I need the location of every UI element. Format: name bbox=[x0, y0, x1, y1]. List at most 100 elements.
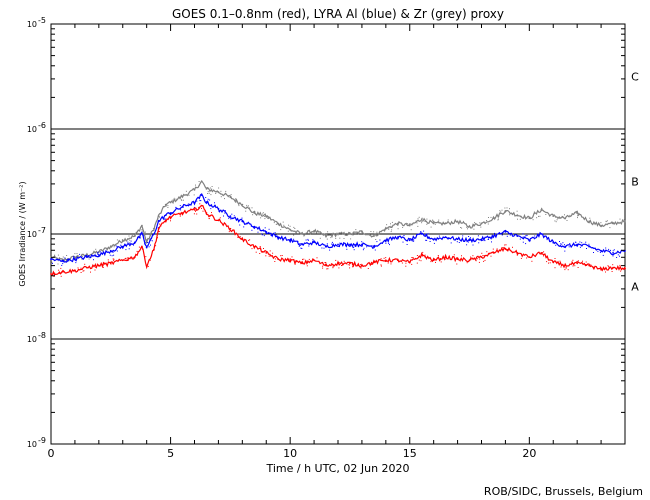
series-point bbox=[539, 215, 541, 217]
data-point bbox=[516, 235, 519, 238]
data-point bbox=[349, 243, 351, 246]
data-point bbox=[564, 264, 567, 267]
series-point bbox=[432, 220, 434, 222]
series-point bbox=[492, 237, 494, 239]
series-point bbox=[268, 228, 270, 230]
series-point bbox=[371, 264, 373, 265]
series-point bbox=[316, 257, 318, 259]
data-point bbox=[600, 224, 602, 227]
series-point bbox=[208, 218, 210, 220]
series-point bbox=[437, 255, 439, 256]
series-point bbox=[355, 229, 357, 231]
series-point bbox=[236, 201, 238, 203]
series-point bbox=[512, 212, 514, 214]
data-point bbox=[152, 233, 155, 235]
series-point bbox=[144, 240, 146, 242]
data-point bbox=[121, 259, 124, 262]
series-point bbox=[196, 200, 198, 202]
series-point bbox=[582, 260, 583, 262]
series-point bbox=[469, 239, 471, 241]
series-point bbox=[407, 223, 409, 225]
series-point bbox=[211, 204, 213, 206]
data-point bbox=[289, 228, 292, 231]
series-point bbox=[188, 194, 190, 196]
series-point bbox=[560, 266, 562, 268]
series-point bbox=[269, 250, 271, 252]
series-point bbox=[325, 262, 327, 264]
series-point bbox=[564, 250, 566, 252]
series-point bbox=[541, 208, 543, 210]
series-point bbox=[561, 243, 563, 245]
series-point bbox=[79, 253, 81, 255]
series-point bbox=[529, 240, 531, 242]
series-point bbox=[293, 234, 295, 236]
series-point bbox=[388, 240, 389, 242]
data-point bbox=[492, 235, 495, 238]
series-point bbox=[370, 231, 372, 232]
series-point bbox=[290, 230, 292, 232]
series-point bbox=[554, 261, 556, 263]
series-point bbox=[263, 251, 265, 253]
data-point bbox=[504, 231, 507, 233]
series-point bbox=[275, 224, 277, 225]
series-point bbox=[488, 253, 490, 254]
series-point bbox=[246, 204, 248, 206]
series-point bbox=[199, 203, 201, 205]
series-point bbox=[391, 221, 393, 223]
data-point bbox=[193, 208, 196, 211]
series-point bbox=[383, 257, 385, 259]
series-point bbox=[499, 212, 501, 214]
series-point bbox=[355, 243, 357, 245]
series-point bbox=[512, 246, 513, 248]
series-point bbox=[175, 198, 177, 200]
series-point bbox=[280, 255, 282, 257]
series-point bbox=[388, 227, 390, 229]
data-point bbox=[205, 187, 208, 190]
series-point bbox=[424, 221, 426, 222]
series-point bbox=[305, 239, 307, 241]
series-point bbox=[617, 254, 619, 256]
y-tick-exponent: -5 bbox=[38, 16, 46, 25]
series-point bbox=[133, 244, 134, 246]
series-point bbox=[568, 246, 570, 248]
series-point bbox=[577, 260, 579, 262]
series-point bbox=[228, 231, 230, 233]
series-point bbox=[437, 222, 439, 224]
series-point bbox=[423, 230, 425, 232]
series-point bbox=[242, 221, 244, 223]
series-point bbox=[124, 245, 126, 246]
series-point bbox=[602, 267, 604, 269]
data-point bbox=[121, 245, 124, 248]
series-point bbox=[231, 213, 233, 215]
series-point bbox=[137, 237, 139, 239]
series-point bbox=[68, 260, 70, 262]
series-point bbox=[330, 237, 332, 239]
series-point bbox=[599, 223, 601, 225]
series-point bbox=[427, 222, 429, 224]
series-point bbox=[406, 244, 408, 245]
series-point bbox=[423, 235, 425, 237]
series-point bbox=[605, 271, 606, 273]
series-point bbox=[581, 242, 583, 244]
series-point bbox=[207, 198, 209, 200]
series-point bbox=[102, 267, 104, 268]
x-tick-label: 10 bbox=[283, 447, 297, 460]
series-point bbox=[411, 257, 413, 258]
series-point bbox=[339, 246, 340, 248]
series-point bbox=[610, 249, 611, 251]
series-point bbox=[351, 263, 353, 265]
series-point bbox=[619, 264, 621, 266]
data-point bbox=[528, 256, 531, 258]
series-point bbox=[586, 248, 587, 249]
data-point bbox=[444, 236, 447, 239]
series-point bbox=[385, 257, 387, 259]
series-point bbox=[529, 216, 531, 218]
series-point bbox=[102, 265, 104, 267]
data-point bbox=[576, 262, 579, 265]
series-point bbox=[127, 238, 129, 239]
series-point bbox=[274, 261, 276, 262]
series-point bbox=[228, 217, 230, 219]
series-point bbox=[330, 263, 332, 265]
series-point bbox=[464, 241, 465, 242]
series-point bbox=[260, 217, 262, 219]
